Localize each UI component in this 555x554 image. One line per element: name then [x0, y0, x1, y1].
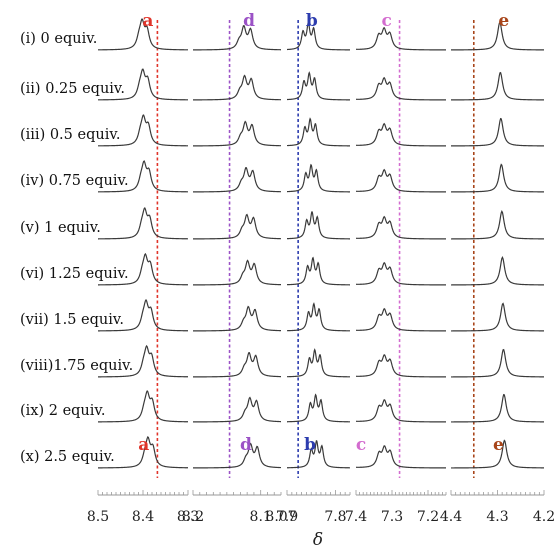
- spectrum-trace: [286, 21, 350, 51]
- signal-label-d-top: d: [243, 11, 255, 31]
- spectrum-trace: [193, 305, 282, 332]
- signal-label-c-top: c: [381, 11, 391, 31]
- spectrum-trace: [355, 122, 446, 147]
- spectrum-trace: [286, 211, 351, 240]
- spectrum-trace: [451, 210, 544, 240]
- spectrum-trace: [451, 21, 544, 51]
- spectrum-trace: [98, 18, 189, 51]
- x-tick-label: 7.3: [381, 509, 403, 525]
- x-tick-label: 8.07: [265, 509, 296, 525]
- spectrum-trace: [98, 344, 188, 378]
- spectrum-trace: [97, 160, 188, 193]
- spectrum-trace: [193, 120, 282, 147]
- row-label: (x) 2.5 equiv.: [20, 449, 115, 465]
- signal-label-e-bottom: e: [493, 435, 504, 455]
- spectra: [97, 18, 545, 469]
- spectrum-trace: [355, 307, 446, 332]
- x-tick-label: 4.3: [486, 509, 508, 525]
- x-axis-label: δ: [313, 530, 323, 550]
- spectrum-trace: [450, 439, 544, 469]
- row-label: (viii)1.75 equiv.: [20, 358, 133, 374]
- spectrum-trace: [451, 117, 545, 147]
- reference-lines: [156, 20, 475, 478]
- spectrum-trace: [355, 445, 446, 469]
- spectrum-trace: [193, 24, 282, 51]
- spectrum-trace: [451, 348, 544, 378]
- spectrum-trace: [355, 399, 446, 423]
- spectrum-trace: [355, 168, 446, 193]
- spectrum-trace: [192, 213, 282, 240]
- x-tick-label: 4.2: [533, 509, 555, 525]
- row-label: (vi) 1.25 equiv.: [20, 266, 129, 282]
- signal-label-b-top: b: [306, 11, 318, 31]
- x-tick-label: 7.9: [276, 509, 298, 525]
- row-labels: (i) 0 equiv. (ii) 0.25 equiv. (iii) 0.5 eq…: [20, 31, 133, 465]
- spectrum-trace: [286, 302, 350, 332]
- row-label: (i) 0 equiv.: [20, 31, 97, 47]
- spectrum-trace: [286, 117, 350, 147]
- spectrum-trace: [286, 71, 350, 101]
- spectrum-trace: [193, 351, 282, 378]
- spectrum-trace: [97, 68, 188, 101]
- spectrum-trace: [98, 436, 189, 469]
- signal-label-a-bottom: a: [138, 435, 149, 455]
- signal-labels: a a d d b b c c e e: [138, 11, 509, 455]
- spectrum-trace: [193, 74, 282, 101]
- spectrum-trace: [286, 256, 350, 286]
- spectrum-trace: [355, 76, 446, 101]
- spectrum-trace: [355, 26, 446, 51]
- spectrum-trace: [287, 348, 350, 378]
- row-label: (iv) 0.75 equiv.: [20, 173, 129, 189]
- spectrum-trace: [451, 302, 544, 332]
- spectrum-trace: [193, 166, 282, 193]
- x-tick-label: 7.4: [345, 509, 367, 525]
- x-tick-label: 7.2: [417, 509, 439, 525]
- spectrum-trace: [98, 298, 188, 332]
- x-tick-label: 4.4: [440, 509, 462, 525]
- spectrum-trace: [450, 163, 544, 193]
- spectrum-trace: [98, 206, 189, 240]
- spectrum-trace: [287, 393, 350, 423]
- x-tick-label: 8.2: [182, 509, 204, 525]
- signal-label-b-bottom: b: [304, 435, 316, 455]
- x-tick-label: 8.1: [250, 509, 272, 525]
- spectrum-trace: [355, 353, 446, 378]
- x-tick-label: 8.4: [132, 509, 154, 525]
- spectrum-trace: [355, 215, 446, 240]
- spectrum-trace: [193, 442, 282, 469]
- x-tick-label: 7.8: [324, 509, 346, 525]
- spectrum-trace: [451, 71, 545, 101]
- spectrum-trace: [286, 439, 350, 469]
- spectrum-trace: [98, 114, 189, 147]
- spectrum-trace: [193, 396, 282, 423]
- spectrum-trace: [451, 393, 545, 423]
- spectrum-trace: [97, 389, 189, 423]
- signal-label-e-top: e: [498, 11, 509, 31]
- spectrum-trace: [355, 261, 446, 286]
- row-label: (iii) 0.5 equiv.: [20, 127, 120, 143]
- row-label: (ii) 0.25 equiv.: [20, 81, 125, 97]
- row-label: (vii) 1.5 equiv.: [20, 312, 124, 328]
- row-label: (ix) 2 equiv.: [20, 403, 106, 419]
- signal-label-a-top: a: [142, 11, 153, 31]
- x-axes: 8.5 8.4 8.38.2 8.18.077.9 7.87.4 7.3 7.2 4.4 4.3…: [87, 490, 555, 525]
- x-tick-label: 8.3: [177, 509, 199, 525]
- spectrum-trace: [286, 163, 350, 193]
- spectrum-trace: [451, 256, 545, 286]
- spectrum-trace: [97, 252, 189, 286]
- x-tick-label: 8.5: [87, 509, 109, 525]
- row-label: (v) 1 equiv.: [20, 220, 101, 236]
- signal-label-c-bottom: c: [356, 435, 366, 455]
- signal-label-d-bottom: d: [240, 435, 252, 455]
- spectrum-trace: [193, 259, 282, 286]
